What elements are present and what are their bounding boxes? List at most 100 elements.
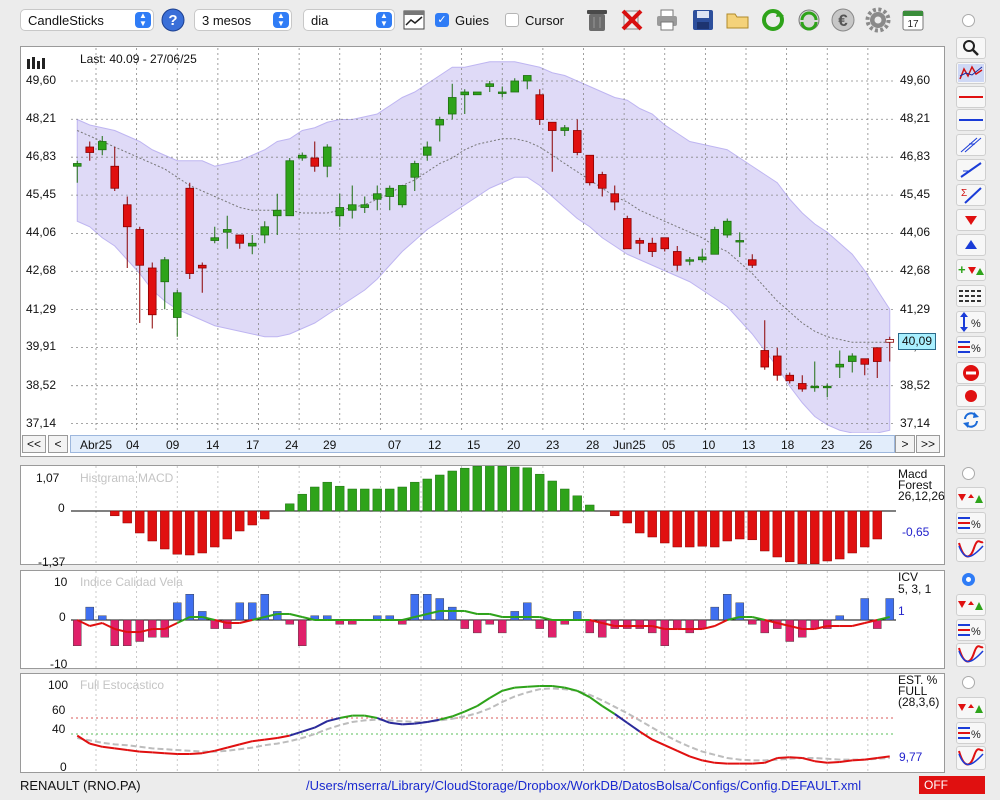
interval-select[interactable]: dia ▲ ▼ [303,9,395,31]
print-icon[interactable] [654,7,680,33]
save-icon[interactable] [690,7,716,33]
top-radio[interactable] [962,14,975,27]
help-icon[interactable]: ? [160,7,186,33]
cursor-label: Cursor [525,13,565,28]
stoch-y-tick: 40 [52,722,66,736]
candle-body [122,204,132,228]
sync-button[interactable] [956,409,986,431]
candle-body [185,187,195,274]
signals-icon [958,494,983,503]
stop-button[interactable] [956,362,986,384]
add-signal-button[interactable]: + [956,259,986,281]
stochastic-chart[interactable] [71,674,896,772]
fibonacci-button[interactable]: Σ [956,184,986,206]
candle-body [460,91,470,96]
stoch-curve-button[interactable] [956,746,986,770]
icv-bar [760,619,770,634]
stoch-k-line [239,740,253,746]
grid-lines-button[interactable] [956,285,986,307]
nav-last-button[interactable]: >> [916,435,940,453]
svg-text:%: % [971,519,981,531]
nav-next-button[interactable]: > [895,435,915,453]
stochastic-select-radio[interactable] [962,676,975,689]
macd-lines-button[interactable]: % [956,512,986,534]
candle-body [272,209,282,217]
icv-signal-line [539,616,553,621]
status-off-badge[interactable]: OFF [919,776,985,794]
icv-signal-line [76,619,91,627]
icv-signal-line [864,619,878,624]
guides-checkbox[interactable]: ✓ [435,13,449,27]
icv-lines-button[interactable]: % [956,619,986,641]
candle-body [597,174,607,189]
hline-red-button[interactable] [956,86,986,108]
macd-bar [572,495,582,512]
price-y-tick: 45,45 [26,187,57,202]
refresh-icon[interactable] [760,7,786,33]
trendline-button[interactable] [956,159,986,181]
candle-body [660,237,670,250]
config-path-link[interactable]: /Users/mserra/Library/CloudStorage/Dropb… [306,778,862,793]
macd-curve-button[interactable] [956,538,986,562]
trash-icon[interactable] [584,7,610,33]
macd-bar [147,510,157,542]
svg-text:+: + [958,263,966,277]
chart-type-select[interactable]: CandleSticks ▲ ▼ [20,9,154,31]
icv-bar [572,611,582,621]
macd-bar [785,510,795,563]
hline-blue-button[interactable] [956,109,986,131]
chart-config-icon[interactable] [401,7,427,33]
stoch-k-line [152,751,165,755]
stoch-k-line [114,747,128,751]
icv-bar [622,619,632,629]
sell-signal-button[interactable] [956,209,986,231]
folder-icon[interactable] [725,7,751,33]
chart-style-button[interactable] [956,62,986,84]
lines-percent-button[interactable]: % [956,336,986,358]
channel-button[interactable] [956,134,986,156]
stoch-k-line [439,715,453,721]
icv-bar [247,602,257,621]
macd-signals-button[interactable] [956,487,986,509]
candle-body [747,259,757,266]
candle-body [260,226,270,236]
cursor-checkbox[interactable] [505,13,519,27]
icv-bar [697,619,707,629]
nav-first-button[interactable]: << [22,435,46,453]
stoch-k-line [689,755,703,762]
zoom-button[interactable] [956,37,986,59]
delete-icon[interactable] [619,7,645,33]
date-label: 29 [323,438,337,452]
stoch-signals-button[interactable] [956,697,986,719]
euro-icon[interactable]: € [830,7,856,33]
date-label: 12 [428,438,442,452]
candle-body [822,385,832,389]
candle-body [335,207,345,217]
chart-type-icon [27,55,47,72]
globe-refresh-icon[interactable] [796,7,822,33]
stoch-k-line [164,752,178,755]
nav-prev-button[interactable]: < [48,435,68,453]
buy-signal-button[interactable] [956,234,986,256]
stoch-y-tick: 60 [52,703,66,717]
icv-signals-button[interactable] [956,594,986,616]
price-y-tick: 37,14 [900,415,931,430]
icv-chart[interactable] [71,571,896,668]
record-button[interactable] [956,385,986,407]
macd-bar [447,470,457,512]
calendar-icon[interactable]: 17 [900,7,926,33]
stoch-k-line [252,738,265,743]
icv-select-radio[interactable] [962,573,975,586]
vertical-percent-button[interactable]: % [956,311,986,333]
stoch-lines-button[interactable]: % [956,722,986,744]
gear-icon[interactable] [865,7,891,33]
price-chart[interactable] [71,48,896,433]
period-select[interactable]: 3 mesos ▲ ▼ [194,9,292,31]
icv-signal-line [602,622,615,627]
macd-bar [385,488,395,512]
icv-curve-button[interactable] [956,643,986,667]
macd-chart[interactable] [71,466,896,564]
price-y-tick: 39,91 [26,339,57,354]
macd-select-radio[interactable] [962,467,975,480]
channel-icon [960,137,982,153]
